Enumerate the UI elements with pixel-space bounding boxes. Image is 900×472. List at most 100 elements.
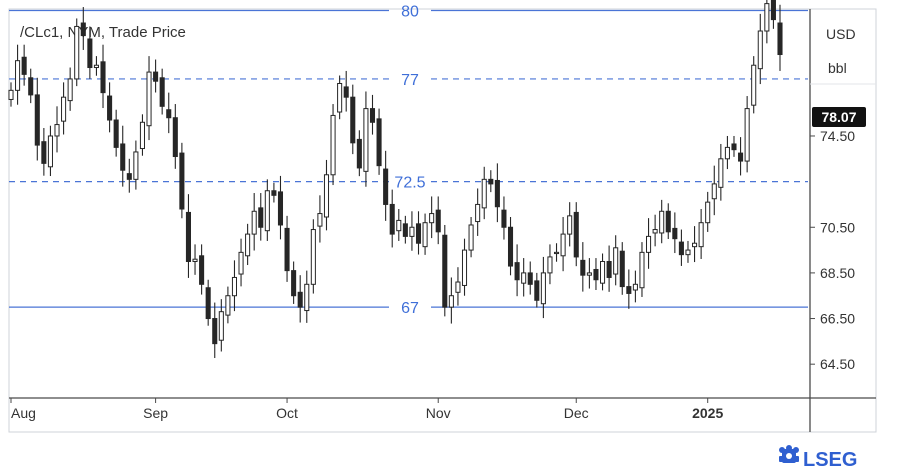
candle bbox=[652, 214, 658, 247]
candle-body bbox=[369, 108, 376, 123]
candle-body bbox=[461, 249, 468, 286]
candle-body bbox=[363, 108, 369, 172]
candle-body bbox=[323, 174, 330, 218]
candle-body bbox=[580, 259, 586, 276]
candle bbox=[409, 211, 415, 251]
candle-body bbox=[166, 109, 172, 119]
time-axis-ticks: Aug Sep Oct Nov Dec 2025 bbox=[10, 398, 723, 421]
chart-frame bbox=[8, 8, 877, 433]
candle-body bbox=[126, 173, 132, 180]
candle bbox=[139, 114, 145, 156]
currency-label: USD bbox=[826, 26, 856, 42]
candle-body bbox=[212, 318, 218, 345]
candle bbox=[488, 170, 494, 193]
candle-body bbox=[435, 209, 441, 233]
candle-body bbox=[238, 251, 244, 275]
candle bbox=[218, 299, 224, 352]
candle-body bbox=[600, 260, 606, 284]
candle bbox=[225, 286, 231, 324]
candle bbox=[389, 189, 395, 248]
candle-body bbox=[356, 138, 362, 169]
candle-body bbox=[264, 190, 270, 232]
candle bbox=[738, 137, 744, 176]
candle bbox=[415, 211, 422, 255]
candle bbox=[659, 199, 665, 244]
candle-body bbox=[724, 146, 730, 160]
candle-body bbox=[153, 71, 159, 82]
candle-body bbox=[28, 77, 34, 96]
candle bbox=[238, 238, 244, 287]
candle bbox=[580, 242, 586, 292]
candle-body bbox=[672, 227, 678, 240]
candle bbox=[632, 270, 638, 303]
candle bbox=[284, 215, 290, 282]
x-tick-label: Dec bbox=[564, 405, 589, 421]
candle bbox=[15, 44, 21, 105]
candle bbox=[507, 216, 514, 276]
candle bbox=[376, 108, 382, 175]
candle-body bbox=[475, 203, 481, 223]
candle-body bbox=[74, 25, 80, 80]
candle bbox=[146, 56, 152, 141]
level-label-72_5: 72.5 bbox=[394, 175, 425, 192]
candle-body bbox=[540, 272, 546, 305]
candle-body bbox=[396, 219, 402, 232]
candle bbox=[251, 193, 257, 251]
support-resistance-levels: 80 77 72.5 67 bbox=[9, 3, 808, 317]
candle bbox=[744, 96, 750, 173]
candle-body bbox=[376, 118, 382, 167]
candle bbox=[310, 219, 316, 294]
candle-body bbox=[21, 56, 27, 75]
candle bbox=[626, 269, 632, 309]
candle bbox=[199, 244, 205, 295]
candle bbox=[21, 44, 27, 86]
candle bbox=[317, 195, 323, 243]
last-price-tag-bg bbox=[812, 107, 866, 127]
candle-body bbox=[751, 64, 757, 106]
candle bbox=[770, 0, 776, 29]
candle-body bbox=[310, 229, 316, 285]
candle bbox=[304, 270, 310, 323]
candle bbox=[553, 243, 560, 262]
candle bbox=[330, 104, 336, 186]
candle-body bbox=[521, 272, 527, 284]
candle-body bbox=[185, 211, 191, 262]
candle bbox=[159, 68, 165, 115]
level-label-77: 77 bbox=[401, 72, 419, 89]
candle bbox=[547, 244, 553, 285]
candle bbox=[521, 258, 527, 297]
candle bbox=[619, 242, 625, 295]
candlestick-series bbox=[8, 0, 783, 359]
candle bbox=[534, 272, 540, 308]
candle bbox=[600, 253, 606, 291]
candle-body bbox=[245, 233, 251, 257]
candle-body bbox=[8, 89, 14, 100]
candle-body bbox=[343, 86, 349, 98]
candle bbox=[757, 13, 763, 85]
candle bbox=[74, 18, 80, 87]
candle-body bbox=[304, 283, 310, 312]
candle-body bbox=[646, 235, 652, 253]
candle-body bbox=[481, 178, 487, 209]
candle-body bbox=[547, 256, 553, 274]
candle-body bbox=[501, 209, 507, 228]
candle-body bbox=[409, 226, 415, 237]
x-tick-label: Sep bbox=[143, 405, 168, 421]
candle-body bbox=[639, 251, 645, 289]
candle bbox=[356, 130, 362, 177]
candle-body bbox=[448, 295, 454, 308]
candle-body bbox=[87, 38, 93, 69]
candle bbox=[54, 106, 60, 153]
candle-body bbox=[764, 3, 770, 32]
candle bbox=[481, 166, 487, 220]
candle-body bbox=[47, 135, 53, 168]
candle-body bbox=[277, 191, 284, 226]
candle-body bbox=[619, 250, 625, 288]
candle bbox=[28, 68, 34, 104]
candle-body bbox=[107, 95, 113, 121]
candle-body bbox=[626, 286, 632, 294]
candle-body bbox=[139, 121, 145, 150]
candle-body bbox=[678, 241, 684, 256]
candle-body bbox=[93, 64, 99, 69]
candle-body bbox=[205, 287, 211, 320]
